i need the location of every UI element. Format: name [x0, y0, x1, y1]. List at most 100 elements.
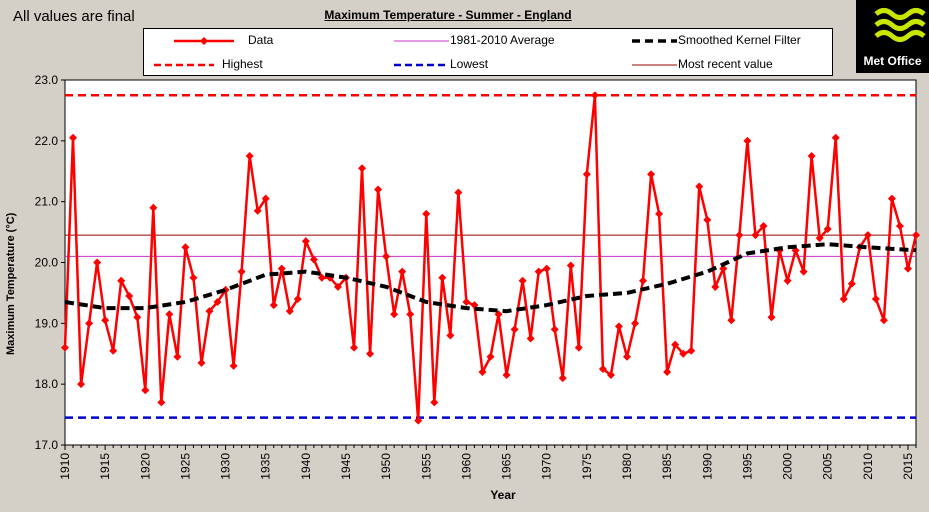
data-point	[759, 222, 768, 230]
data-point	[695, 182, 704, 191]
x-tick-label-12: 1970	[540, 453, 554, 480]
legend-label-highest: Highest	[222, 57, 263, 71]
data-point	[293, 295, 302, 303]
x-tick-label-16: 1990	[700, 453, 714, 480]
data-point	[181, 243, 190, 252]
met-office-logo: Met Office	[856, 0, 929, 73]
data-point	[478, 368, 487, 376]
data-point	[606, 371, 615, 380]
y-tick-label-4: 21.0	[35, 195, 59, 209]
x-tick-label-9: 1955	[419, 453, 433, 480]
x-tick-label-20: 2010	[861, 453, 875, 480]
chart-legend: Data 1981-2010 Average Smoothed Kernel F…	[143, 28, 833, 76]
data-point	[807, 152, 816, 161]
x-tick-label-0: 1910	[58, 453, 72, 480]
data-point	[847, 279, 856, 288]
data-point	[390, 310, 399, 319]
data-point	[261, 194, 270, 203]
data-point	[333, 282, 342, 291]
data-point	[382, 252, 391, 261]
y-tick-label-1: 18.0	[35, 377, 59, 391]
data-point	[671, 340, 680, 349]
data-point	[502, 371, 511, 380]
data-point	[205, 307, 214, 316]
x-tick-label-15: 1985	[660, 453, 674, 480]
data-point	[165, 310, 174, 319]
data-point	[799, 267, 808, 276]
data-point	[486, 352, 495, 361]
data-point	[398, 267, 407, 276]
data-point	[735, 231, 744, 240]
data-point	[639, 276, 648, 285]
data-point	[871, 295, 880, 303]
data-point	[663, 368, 672, 376]
data-point	[727, 316, 736, 325]
data-point	[582, 170, 591, 179]
data-point	[558, 374, 567, 383]
data-point	[903, 264, 912, 273]
legend-swatch-lowest	[394, 63, 449, 67]
x-tick-label-21: 2015	[901, 453, 915, 480]
wave-logo-icon	[874, 8, 926, 42]
data-point	[614, 322, 623, 331]
data-point	[831, 133, 840, 142]
x-tick-label-4: 1930	[219, 453, 233, 480]
legend-swatch-smoothed	[632, 39, 677, 43]
data-point	[85, 319, 94, 328]
x-tick-label-19: 2005	[821, 453, 835, 480]
data-point	[679, 349, 688, 358]
data-point	[631, 319, 640, 328]
x-tick-label-11: 1965	[500, 453, 514, 480]
x-tick-label-5: 1935	[259, 453, 273, 480]
chart-title: Maximum Temperature - Summer - England	[324, 8, 572, 22]
data-point	[542, 264, 551, 273]
x-tick-label-1: 1915	[98, 453, 112, 480]
x-tick-label-6: 1940	[299, 453, 313, 480]
x-tick-label-8: 1950	[379, 453, 393, 480]
data-point	[245, 152, 254, 161]
data-point	[839, 295, 848, 303]
y-tick-label-5: 22.0	[35, 134, 59, 148]
data-point	[647, 170, 656, 179]
data-point	[69, 133, 78, 142]
data-point	[510, 325, 519, 334]
data-point	[815, 234, 824, 243]
y-tick-label-3: 20.0	[35, 256, 59, 270]
data-point	[574, 343, 583, 352]
data-point	[414, 416, 423, 425]
data-point	[366, 349, 375, 358]
data-point	[406, 310, 415, 319]
y-tick-label-0: 17.0	[35, 438, 59, 452]
data-point	[277, 264, 286, 273]
data-point	[374, 185, 383, 194]
data-point	[309, 255, 318, 264]
data-point	[301, 237, 310, 246]
legend-label-data: Data	[248, 33, 274, 47]
data-point	[141, 386, 150, 395]
x-axis-label: Year	[490, 488, 516, 502]
data-point	[743, 136, 752, 145]
legend-swatch-data	[174, 37, 234, 45]
data-point	[703, 215, 712, 224]
data-point	[125, 291, 134, 300]
x-tick-label-10: 1960	[459, 453, 473, 480]
data-point	[783, 276, 792, 285]
x-tick-label-14: 1980	[620, 453, 634, 480]
data-point	[269, 301, 278, 310]
data-point	[213, 298, 222, 307]
data-point	[189, 273, 198, 282]
data-point	[149, 203, 158, 212]
data-point	[109, 346, 118, 355]
data-point	[622, 352, 631, 361]
smoothed-series-line	[64, 242, 917, 314]
data-point	[285, 307, 294, 316]
data-point	[751, 231, 760, 240]
status-text: All values are final	[13, 8, 135, 25]
data-point	[93, 258, 102, 267]
x-tick-label-7: 1945	[339, 453, 353, 480]
legend-label-smoothed: Smoothed Kernel Filter	[678, 33, 801, 47]
plot-background	[64, 79, 917, 446]
data-point	[77, 380, 86, 389]
data-point	[438, 273, 447, 282]
data-point	[711, 282, 720, 291]
